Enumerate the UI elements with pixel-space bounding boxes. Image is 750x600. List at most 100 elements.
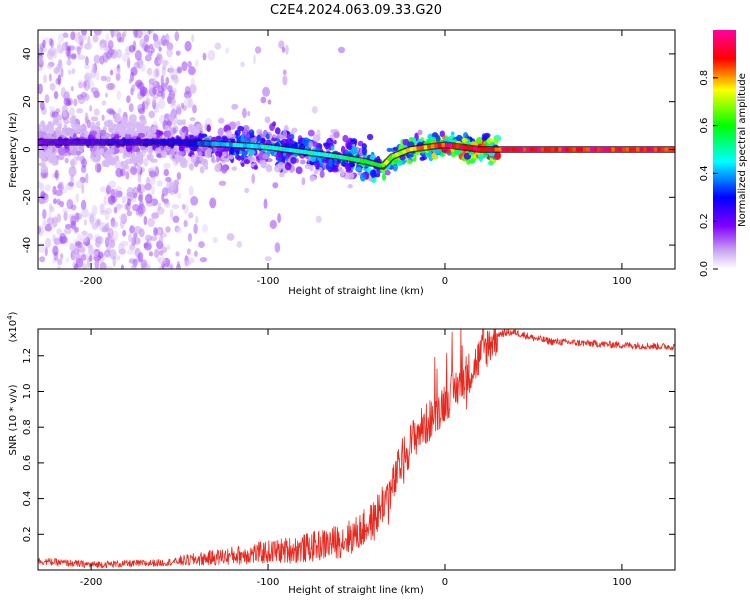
noise-blob	[169, 209, 174, 220]
band-blob	[120, 116, 128, 124]
band-blob	[237, 134, 241, 144]
band-blob	[99, 129, 107, 137]
noise-blob	[267, 99, 272, 105]
noise-blob	[301, 177, 306, 186]
band-blob	[242, 125, 250, 133]
noise-blob	[169, 182, 177, 191]
noise-blob	[187, 60, 192, 68]
noise-blob	[272, 182, 279, 189]
band-blob	[287, 158, 292, 164]
band-blob	[242, 150, 248, 156]
noise-blob	[70, 85, 74, 92]
noise-blob	[67, 49, 72, 61]
band-blob	[433, 148, 441, 155]
band-blob	[221, 135, 228, 141]
ridge-segment	[363, 159, 368, 164]
noise-blob	[183, 219, 188, 228]
noise-blob	[57, 33, 65, 44]
band-blob	[340, 145, 346, 154]
noise-blob	[181, 61, 188, 72]
noise-blob	[146, 67, 153, 76]
band-blob	[366, 133, 374, 141]
spectrogram-xtick-label: -200	[80, 276, 103, 287]
noise-blob	[146, 52, 151, 61]
noise-blob	[171, 204, 180, 210]
band-blob	[350, 138, 358, 145]
noise-blob	[167, 85, 173, 93]
band-blob	[291, 127, 298, 133]
band-blob	[258, 151, 264, 161]
band-blob	[332, 164, 338, 171]
noise-blob	[189, 83, 197, 94]
band-blob	[304, 163, 312, 170]
noise-blob	[75, 180, 84, 189]
band-blob	[262, 153, 269, 160]
noise-blob	[70, 31, 76, 41]
snr-ytick-label: 1.2	[22, 348, 33, 364]
noise-blob	[137, 205, 144, 217]
band-blob	[450, 131, 455, 136]
noise-blob	[149, 43, 154, 49]
band-blob	[359, 172, 367, 182]
ridge-segment	[398, 150, 404, 156]
band-blob	[151, 126, 157, 134]
noise-blob	[145, 263, 151, 269]
noise-blob	[154, 68, 159, 78]
noise-blob	[68, 165, 77, 177]
noise-blob	[48, 105, 55, 112]
band-blob	[322, 142, 330, 147]
noise-blob	[126, 249, 135, 256]
noise-blob	[93, 108, 100, 116]
noise-blob	[58, 63, 63, 70]
band-blob	[103, 153, 110, 159]
noise-blob	[56, 265, 62, 269]
noise-blob	[193, 223, 198, 235]
noise-blob	[126, 187, 135, 198]
noise-blob	[262, 86, 270, 97]
band-blob	[215, 150, 223, 158]
snr-ytick-label: 0.8	[22, 419, 33, 435]
band-blob	[319, 170, 325, 179]
noise-blob	[315, 215, 322, 223]
noise-blob	[108, 180, 117, 189]
noise-blob	[94, 259, 99, 268]
spectrogram-xtick-label: 100	[612, 276, 631, 287]
band-blob	[115, 156, 120, 161]
spectrogram-marks	[38, 30, 675, 269]
band-blob	[206, 124, 211, 132]
ridge-segment	[394, 151, 400, 158]
noise-blob	[72, 253, 77, 261]
noise-blob	[173, 75, 179, 85]
noise-blob	[130, 166, 138, 176]
noise-blob	[274, 242, 281, 253]
ridge-segment	[401, 149, 407, 155]
noise-blob	[109, 69, 114, 76]
noise-blob	[49, 37, 53, 47]
noise-blob	[161, 193, 165, 202]
band-blob	[58, 146, 66, 156]
noise-blob	[100, 75, 107, 82]
noise-blob	[158, 98, 166, 110]
ridge-segment	[377, 162, 382, 168]
band-blob	[218, 117, 225, 124]
band-blob	[286, 134, 291, 139]
band-blob	[308, 140, 313, 149]
noise-blob	[74, 212, 80, 223]
noise-blob	[137, 172, 142, 183]
band-blob	[128, 114, 137, 123]
noise-blob	[125, 171, 130, 180]
noise-blob	[81, 230, 88, 236]
noise-blob	[131, 236, 137, 246]
noise-blob	[127, 198, 132, 207]
noise-blob	[116, 48, 123, 59]
noise-blob	[174, 31, 180, 42]
band-blob	[228, 154, 234, 160]
snr-multiplier-close: )	[8, 311, 19, 315]
spectrogram-xtick-label: 0	[442, 276, 448, 287]
noise-blob	[188, 66, 196, 76]
noise-blob	[49, 223, 56, 229]
noise-blob	[187, 232, 193, 242]
noise-blob	[38, 226, 42, 234]
band-blob	[265, 133, 270, 140]
